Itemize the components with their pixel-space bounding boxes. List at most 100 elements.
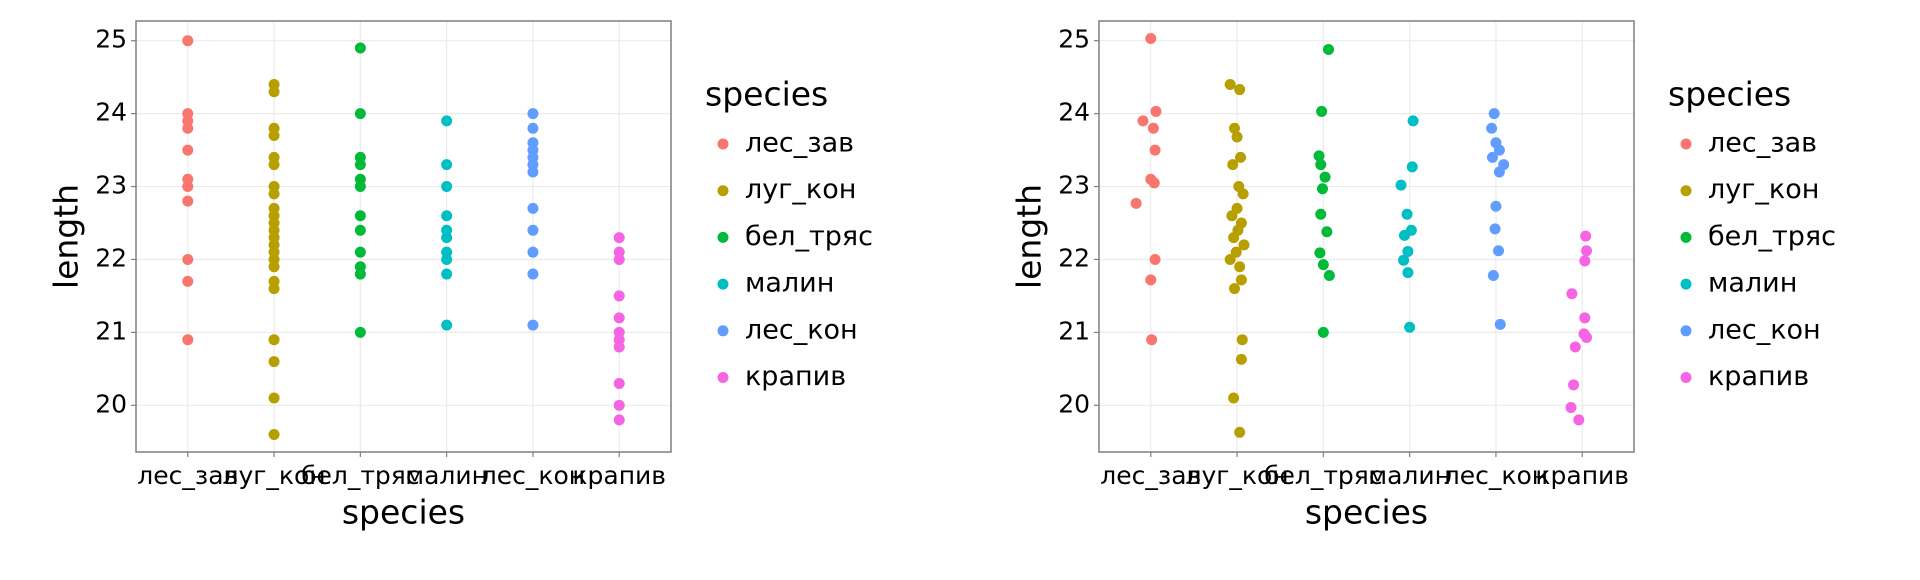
plot-panel — [1099, 21, 1634, 452]
x-tick-label: лес_кон — [481, 461, 585, 490]
point — [354, 246, 366, 258]
point — [527, 319, 539, 331]
y-tick-label: 23 — [1058, 171, 1090, 200]
y-axis-title: length — [1010, 184, 1049, 289]
legend-key — [717, 138, 729, 150]
y-tick-label: 22 — [1058, 243, 1090, 272]
point — [1566, 288, 1578, 300]
point — [1227, 159, 1239, 171]
point — [1228, 283, 1240, 295]
point — [354, 108, 366, 120]
point — [1490, 200, 1502, 212]
point — [268, 356, 280, 368]
legend-key — [717, 231, 729, 243]
legend-label: крапив — [745, 361, 846, 392]
point — [1234, 426, 1246, 438]
point — [354, 159, 366, 171]
point — [613, 232, 625, 244]
legend-key — [1680, 278, 1692, 290]
point — [1489, 223, 1501, 235]
point — [527, 268, 539, 280]
x-tick-label: малин — [405, 461, 488, 490]
y-axis-title: length — [47, 184, 86, 289]
point — [268, 159, 280, 171]
point — [1237, 188, 1249, 200]
point — [1493, 245, 1505, 257]
x-tick-label: крапив — [572, 461, 666, 490]
point — [268, 428, 280, 440]
y-tick-label: 20 — [1058, 389, 1090, 418]
point — [182, 253, 194, 265]
point — [1228, 392, 1240, 404]
point — [354, 268, 366, 280]
point — [1313, 150, 1325, 162]
legend-label: бел_тряс — [1708, 221, 1836, 252]
point — [441, 319, 453, 331]
point — [1224, 253, 1236, 265]
point — [1321, 226, 1333, 238]
plot-panel — [136, 21, 671, 452]
point — [1579, 255, 1591, 267]
point — [1407, 115, 1419, 127]
point — [1406, 161, 1418, 173]
point — [1317, 326, 1329, 338]
point — [1402, 245, 1414, 257]
point — [1319, 171, 1331, 183]
point — [1236, 334, 1248, 346]
x-tick-label: бел_тряс — [301, 461, 420, 490]
y-tick-label: 21 — [95, 316, 127, 345]
point — [1145, 33, 1157, 45]
point — [1130, 197, 1142, 209]
x-tick-label: малин — [1368, 461, 1451, 490]
point — [1579, 312, 1591, 324]
point — [268, 129, 280, 141]
point — [1315, 159, 1327, 171]
point — [1234, 84, 1246, 96]
point — [268, 334, 280, 346]
point — [1488, 108, 1500, 120]
point — [182, 122, 194, 134]
legend-label: малин — [745, 268, 834, 299]
legend-label: луг_кон — [745, 174, 856, 205]
point — [182, 144, 194, 156]
x-axis-title: species — [1305, 493, 1428, 532]
point — [1148, 177, 1160, 189]
point — [527, 122, 539, 134]
point — [182, 181, 194, 193]
legend-key — [717, 372, 729, 383]
point — [441, 115, 453, 127]
point — [1580, 230, 1592, 242]
point — [354, 326, 366, 338]
point — [441, 232, 453, 244]
point — [527, 166, 539, 178]
point — [1224, 78, 1236, 90]
x-axis-title: species — [342, 493, 465, 532]
point — [441, 253, 453, 265]
point — [527, 202, 539, 214]
point — [1486, 151, 1498, 163]
point — [1569, 341, 1581, 353]
legend-key — [717, 185, 729, 197]
point — [1149, 253, 1161, 265]
point — [268, 261, 280, 273]
panel-border — [1098, 20, 1635, 453]
point — [1493, 144, 1505, 156]
point — [1323, 43, 1335, 55]
point — [1146, 334, 1158, 346]
y-tick-label: 25 — [95, 25, 127, 54]
x-tick-label: лес_зав — [137, 461, 238, 490]
point — [1228, 232, 1240, 244]
legend-label: бел_тряс — [745, 221, 873, 252]
point — [1486, 122, 1498, 134]
point — [1581, 245, 1593, 257]
point — [1234, 261, 1246, 273]
point — [1398, 229, 1410, 241]
point — [268, 188, 280, 200]
x-tick-label: луг_кон — [222, 461, 325, 490]
point — [613, 312, 625, 324]
point — [268, 392, 280, 404]
point — [613, 377, 625, 389]
legend-key — [1680, 185, 1692, 197]
point — [1404, 321, 1416, 333]
panel-border — [135, 20, 672, 453]
